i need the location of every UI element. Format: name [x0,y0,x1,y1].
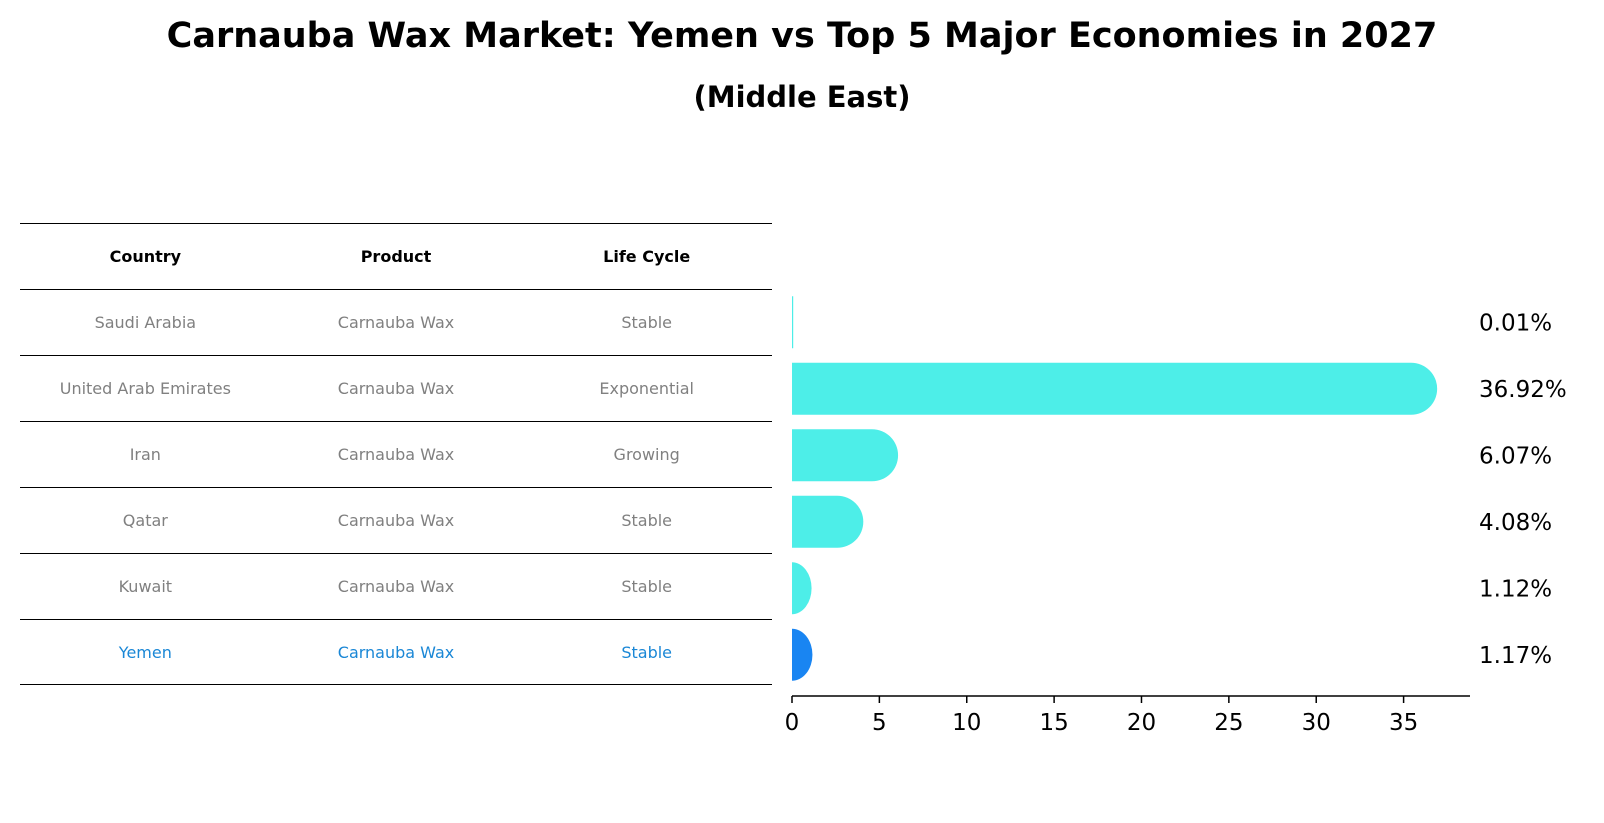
product-cell: Carnauba Wax [337,511,455,530]
bar [792,495,864,548]
column-header-life-cycle: Life Cycle [603,247,691,266]
life-cycle-cell: Stable [621,511,673,530]
life-cycle-cell: Stable [621,313,673,332]
column-header-country: Country [109,247,182,266]
table-row-highlighted: Yemen Carnauba Wax Stable [20,619,772,685]
chart-subtitle: (Middle East) [693,80,911,114]
bar [792,296,794,349]
country-cell: Yemen [118,642,172,662]
country-cell: Saudi Arabia [94,313,197,332]
data-label: 6.07% [1479,443,1552,469]
bar [792,562,812,615]
life-cycle-cell: Growing [613,445,680,464]
x-tick-label: 30 [1302,710,1331,736]
x-tick-label: 35 [1389,710,1418,736]
chart-title: Carnauba Wax Market: Yemen vs Top 5 Majo… [166,16,1438,56]
product-cell: Carnauba Wax [337,577,455,596]
table-row: Iran Carnauba Wax Growing [20,421,772,487]
x-tick-label: 20 [1127,710,1156,736]
x-tick-label: 0 [785,710,800,736]
table-row: United Arab Emirates Carnauba Wax Expone… [20,355,772,421]
data-label: 0.01% [1479,310,1552,336]
product-cell: Carnauba Wax [337,379,455,398]
x-tick-label: 25 [1214,710,1243,736]
life-cycle-cell: Exponential [599,379,694,398]
table-row: Kuwait Carnauba Wax Stable [20,553,772,619]
data-label: 1.12% [1479,576,1552,602]
data-table: Country Product Life Cycle Saudi Arabia … [20,223,772,685]
data-label: 36.92% [1479,377,1567,403]
table-row: Saudi Arabia Carnauba Wax Stable [20,289,772,355]
product-cell: Carnauba Wax [337,445,455,464]
product-cell: Carnauba Wax [337,313,455,332]
x-tick-label: 5 [872,710,887,736]
country-cell: Kuwait [118,577,173,596]
table-row: Qatar Carnauba Wax Stable [20,487,772,553]
country-cell: Iran [129,445,161,464]
country-cell: Qatar [122,511,168,530]
table-header-row: Country Product Life Cycle [20,223,772,289]
data-label: 4.08% [1479,510,1552,536]
bar [792,628,813,681]
x-tick-label: 10 [952,710,981,736]
life-cycle-cell: Stable [621,642,673,662]
life-cycle-cell: Stable [621,577,673,596]
bar [792,362,1438,415]
data-label: 1.17% [1479,643,1552,669]
country-cell: United Arab Emirates [59,379,231,398]
column-header-product: Product [360,247,432,266]
product-cell: Carnauba Wax [337,642,455,662]
bar [792,429,899,482]
x-tick-label: 15 [1039,710,1068,736]
